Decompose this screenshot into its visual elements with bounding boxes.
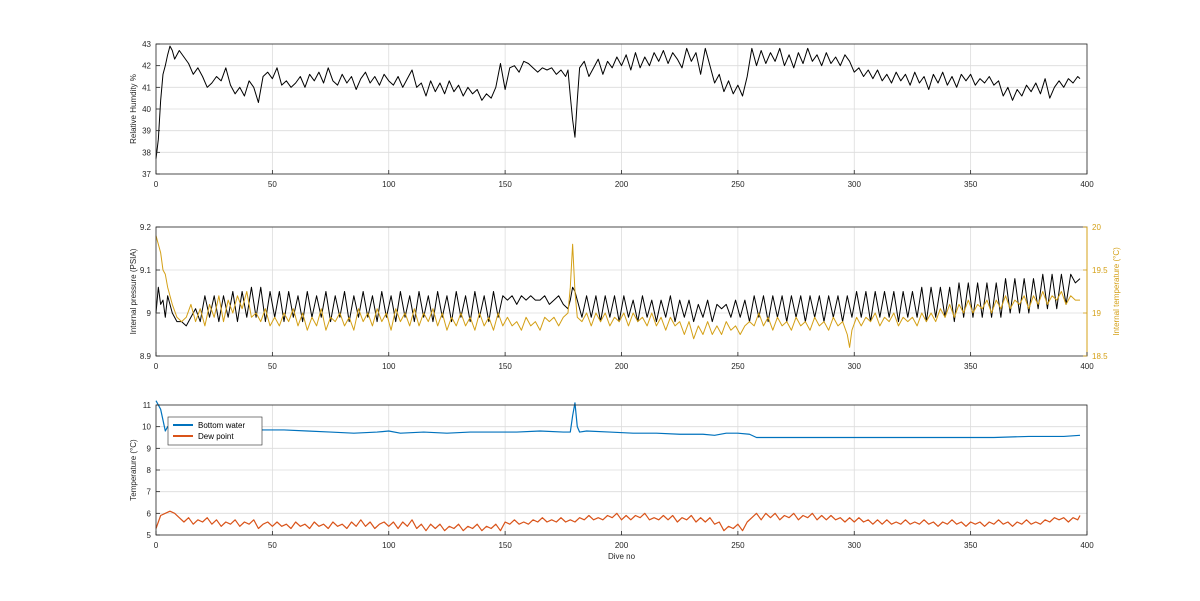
- x-tick-label: 0: [154, 541, 159, 550]
- y-tick-label: 38: [142, 148, 151, 157]
- y-tick-label: 39: [142, 127, 151, 136]
- x-tick-label: 250: [731, 541, 745, 550]
- chart-panel-3: 0 50 100 150 200 250 300 350 400 5 6 7 8 9 10 11 Tempera…: [129, 400, 1094, 561]
- x-tick-label: 300: [848, 180, 862, 189]
- right-y-axis-title: Internal temperature (°C): [1112, 247, 1121, 336]
- y-tick-label: 9: [147, 444, 152, 453]
- y-tick-label: 8.9: [140, 352, 152, 361]
- y-tick-label: 6: [147, 509, 152, 518]
- x-tick-label: 100: [382, 180, 396, 189]
- chart-panel-1: 0 50 100 150 200 250 300 350 400 37 38 39 40 41 42 43 Re…: [129, 40, 1094, 189]
- x-axis-title: Dive no: [608, 552, 636, 561]
- y-tick-label: 11: [143, 401, 152, 410]
- x-tick-label: 50: [268, 541, 277, 550]
- x-tick-label: 50: [268, 362, 277, 371]
- series-line-bottom-water: [155, 400, 1081, 439]
- right-y-tick-label: 19: [1092, 309, 1101, 318]
- y-tick-label: 5: [147, 531, 152, 540]
- x-tick-label: 250: [731, 180, 745, 189]
- x-tick-label: 400: [1080, 541, 1094, 550]
- y-tick-label: 9.2: [140, 223, 152, 232]
- x-tick-label: 250: [731, 362, 745, 371]
- x-tick-label: 200: [615, 541, 629, 550]
- right-y-tick-label: 19.5: [1092, 266, 1108, 275]
- series-line-panel2-1: [155, 273, 1081, 327]
- y-tick-label: 8: [147, 466, 152, 475]
- legend: Bottom water Dew point: [167, 416, 263, 446]
- x-tick-label: 150: [498, 541, 512, 550]
- x-tick-label: 400: [1080, 362, 1094, 371]
- legend-label: Dew point: [198, 432, 234, 441]
- x-tick-label: 100: [382, 541, 396, 550]
- y-tick-label: 40: [142, 105, 151, 114]
- x-tick-label: 50: [268, 180, 277, 189]
- legend-box: [167, 416, 263, 446]
- right-y-tick-label: 20: [1092, 223, 1101, 232]
- x-tick-label: 350: [964, 541, 978, 550]
- y-tick-label: 41: [142, 83, 151, 92]
- x-tick-label: 350: [964, 362, 978, 371]
- x-tick-label: 200: [615, 362, 629, 371]
- y-axis-title: Internal pressure (PSIA): [129, 248, 138, 334]
- series-line-dew-point: [155, 510, 1081, 532]
- y-tick-label: 9: [147, 309, 152, 318]
- x-tick-label: 400: [1080, 180, 1094, 189]
- series-line-panel2-2: [155, 235, 1081, 348]
- series-line-panel1-1: [155, 45, 1081, 159]
- x-tick-label: 100: [382, 362, 396, 371]
- y-axis-title: Temperature (°C): [129, 439, 138, 501]
- y-tick-label: 42: [142, 62, 151, 71]
- x-tick-label: 200: [615, 180, 629, 189]
- right-y-tick-label: 18.5: [1092, 352, 1108, 361]
- x-tick-label: 350: [964, 180, 978, 189]
- x-tick-label: 150: [498, 180, 512, 189]
- x-tick-label: 0: [154, 362, 159, 371]
- y-tick-label: 37: [142, 170, 151, 179]
- legend-label: Bottom water: [198, 421, 245, 430]
- y-tick-label: 7: [147, 488, 152, 497]
- x-tick-label: 300: [848, 362, 862, 371]
- y-axis-title: Relative Humdity %: [129, 74, 138, 144]
- y-tick-label: 43: [142, 40, 151, 49]
- chart-panel-2: 0 50 100 150 200 250 300 350 400 8.9 9 9.1 9.2 18.5 19…: [129, 223, 1121, 371]
- y-tick-label: 9.1: [140, 266, 152, 275]
- x-tick-label: 150: [498, 362, 512, 371]
- y-tick-label: 10: [142, 423, 151, 432]
- chart-panels: 0 50 100 150 200 250 300 350 40037383940414243Re…: [129, 40, 1121, 561]
- x-tick-label: 0: [154, 180, 159, 189]
- x-tick-label: 300: [848, 541, 862, 550]
